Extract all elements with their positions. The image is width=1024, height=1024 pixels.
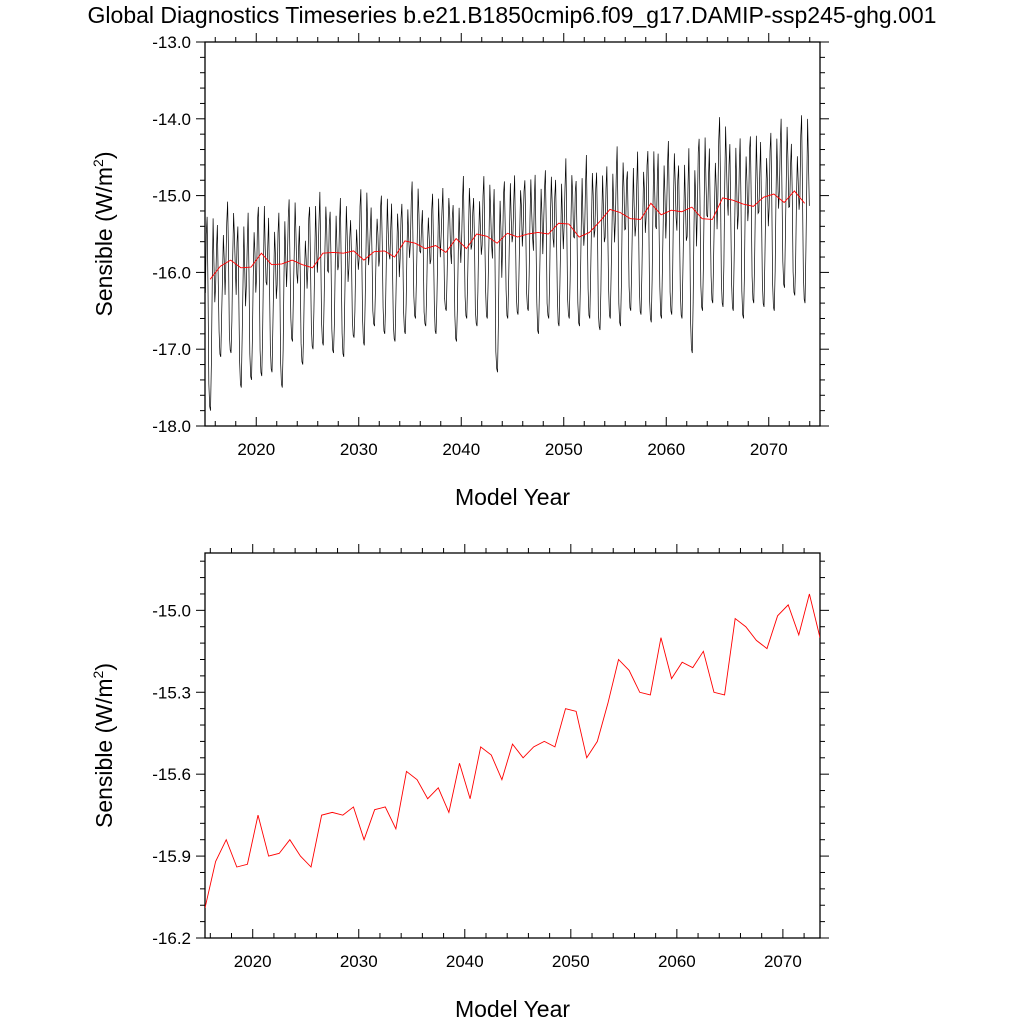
x-tick-label: 2050	[552, 952, 590, 971]
x-tick-label: 2060	[658, 952, 696, 971]
x-tick-label: 2060	[647, 440, 685, 459]
monthly-series-line	[205, 115, 810, 411]
x-tick-label: 2070	[750, 440, 788, 459]
y-tick-label: -16.2	[152, 929, 191, 948]
y-axis-label-superscript: 2	[90, 159, 106, 167]
x-tick-label: 2050	[545, 440, 583, 459]
y-axis-label-text: Sensible (W/m	[91, 678, 117, 828]
x-tick-label: 2040	[442, 440, 480, 459]
y-tick-label: -15.9	[152, 847, 191, 866]
x-tick-label: 2070	[764, 952, 802, 971]
x-tick-label: 2020	[237, 440, 275, 459]
annual-mean-series-line	[209, 190, 805, 280]
y-tick-label: -15.3	[152, 683, 191, 702]
y-axis-label: Sensible (W/m2)	[90, 151, 117, 316]
y-tick-label: -15.0	[152, 601, 191, 620]
y-axis-label: Sensible (W/m2)	[90, 663, 117, 828]
x-tick-label: 2030	[340, 952, 378, 971]
annual-mean-series-line	[205, 593, 820, 909]
y-tick-label: -13.0	[152, 33, 191, 52]
y-tick-label: -15.0	[152, 187, 191, 206]
x-tick-label: 2020	[234, 952, 272, 971]
y-tick-label: -15.6	[152, 765, 191, 784]
chart-title: Global Diagnostics Timeseries b.e21.B185…	[87, 2, 937, 28]
x-tick-label: 2040	[446, 952, 484, 971]
chart-panel-2: 2020 2030 2040 2050 2060 2070 -15.0 -15.3 -15.6 -…	[90, 544, 829, 1022]
y-tick-label: -17.0	[152, 340, 191, 359]
y-axis-label-text: Sensible (W/m	[91, 167, 117, 317]
chart-panel-1: 2020 2030 2040 2050 2060 2070 -13.0 -14.0 -15.0 -…	[90, 33, 829, 510]
y-tick-label: -14.0	[152, 110, 191, 129]
plot-frame	[204, 41, 821, 427]
plot-frame	[204, 552, 821, 939]
y-tick-label: -16.0	[152, 263, 191, 282]
x-axis-label: Model Year	[455, 484, 570, 510]
x-tick-label: 2030	[340, 440, 378, 459]
y-tick-label: -18.0	[152, 417, 191, 436]
x-axis-label: Model Year	[455, 996, 570, 1022]
y-axis-label-close: )	[91, 663, 117, 671]
y-axis-label-close: )	[91, 151, 117, 159]
y-axis-label-superscript: 2	[90, 670, 106, 678]
